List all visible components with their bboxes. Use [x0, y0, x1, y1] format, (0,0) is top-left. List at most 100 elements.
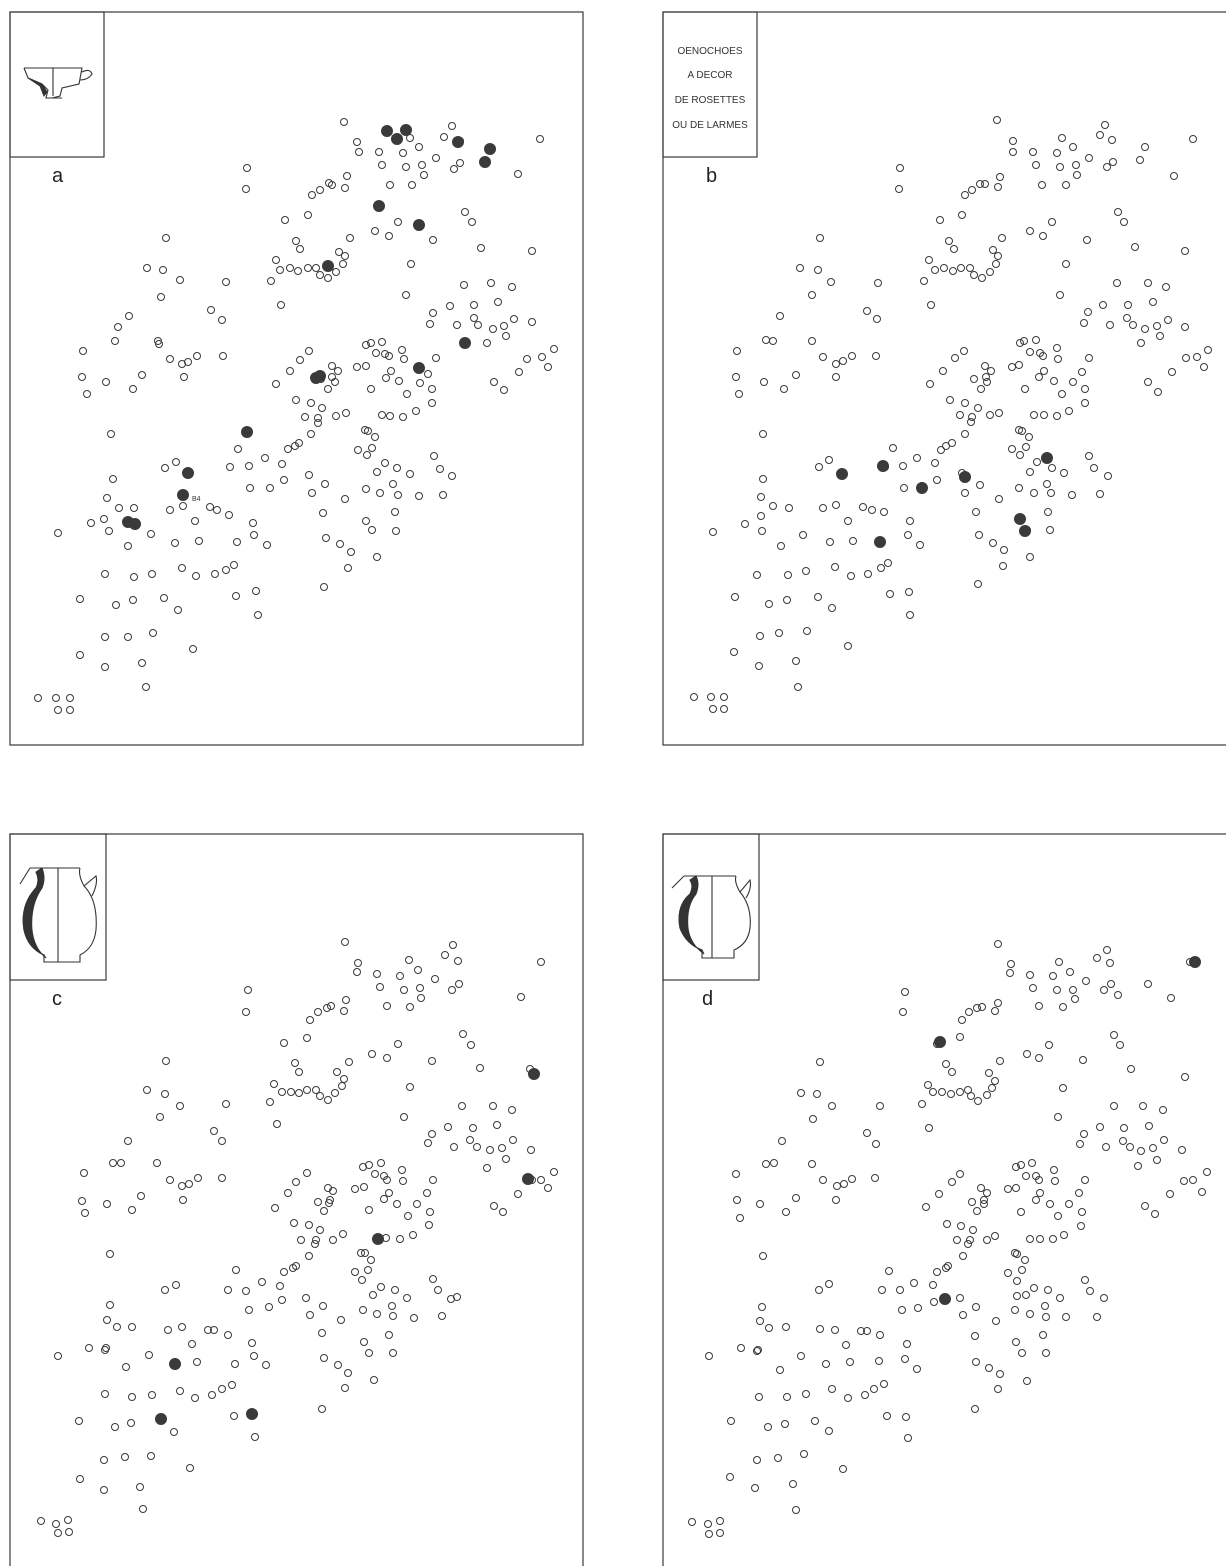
panel-d-open-point	[751, 1484, 759, 1492]
panel-a-open-point	[523, 355, 531, 363]
panel-c-open-point	[242, 1008, 250, 1016]
panel-b-open-point	[1085, 452, 1093, 460]
panel-a-open-point	[54, 706, 62, 714]
panel-d-open-point	[899, 1008, 907, 1016]
panel-b-open-point	[936, 216, 944, 224]
panel-a-open-point	[394, 218, 402, 226]
panel-d-open-point	[1004, 1269, 1012, 1277]
panel-b-open-point	[690, 693, 698, 701]
panel-b-open-point	[1101, 121, 1109, 129]
panel-d-letter: d	[702, 988, 713, 1010]
panel-d-legend-box	[662, 833, 760, 981]
panel-a-open-point	[324, 385, 332, 393]
panel-c-open-point	[250, 1352, 258, 1360]
panel-d-open-point	[965, 1008, 973, 1016]
panel-d-open-point	[727, 1417, 735, 1425]
panel-b-open-point	[825, 456, 833, 464]
panel-d-open-point	[733, 1196, 741, 1204]
panel-a-open-point	[391, 508, 399, 516]
panel-a-filled-point	[413, 362, 425, 374]
panel-c-open-point	[143, 1086, 151, 1094]
panel-d-open-point	[1018, 1266, 1026, 1274]
panel-c-open-point	[320, 1354, 328, 1362]
panel-d-open-point	[985, 1364, 993, 1372]
panel-c-open-point	[303, 1034, 311, 1042]
panel-a-filled-point	[373, 200, 385, 212]
panel-b-open-point	[1200, 363, 1208, 371]
panel-a-open-point	[189, 645, 197, 653]
panel-c-open-point	[454, 957, 462, 965]
panel-d-open-point	[776, 1366, 784, 1374]
panel-b-open-point	[1029, 148, 1037, 156]
panel-a-open-point	[206, 503, 214, 511]
panel-d-open-point	[1042, 1349, 1050, 1357]
panel-b-open-point	[872, 352, 880, 360]
panel-b-open-point	[864, 570, 872, 578]
panel-a-open-point	[178, 564, 186, 572]
panel-c-open-point	[278, 1296, 286, 1304]
panel-a-open-point	[76, 651, 84, 659]
panel-d-open-point	[964, 1240, 972, 1248]
panel-b-open-point	[904, 531, 912, 539]
panel-b-open-point	[1062, 260, 1070, 268]
panel-b-open-point	[780, 385, 788, 393]
panel-c-open-point	[148, 1391, 156, 1399]
panel-a-open-point	[415, 492, 423, 500]
panel-c-open-point	[224, 1331, 232, 1339]
panel-b-open-point	[961, 430, 969, 438]
panel-a-open-point	[147, 530, 155, 538]
panel-b-open-point	[937, 446, 945, 454]
panel-d-open-point	[816, 1058, 824, 1066]
panel-c-open-point	[377, 1283, 385, 1291]
panel-a-open-point	[83, 390, 91, 398]
panel-c-open-point	[266, 1098, 274, 1106]
panel-b-open-point	[1058, 134, 1066, 142]
panel-d-open-point	[1023, 1050, 1031, 1058]
panel-d-open-point	[1178, 1146, 1186, 1154]
panel-c-open-point	[434, 1286, 442, 1294]
panel-a-open-point	[354, 446, 362, 454]
panel-a-open-point	[335, 248, 343, 256]
panel-a-open-point	[448, 122, 456, 130]
panel-d-open-point	[1079, 1056, 1087, 1064]
panel-d-open-point	[871, 1174, 879, 1182]
panel-a-open-point	[52, 694, 60, 702]
panel-d-open-point	[1049, 972, 1057, 980]
panel-c-open-point	[188, 1340, 196, 1348]
panel-c-open-point	[78, 1197, 86, 1205]
panel-c-open-point	[128, 1206, 136, 1214]
panel-b-open-point	[720, 705, 728, 713]
panel-b-open-point	[1113, 279, 1121, 287]
panel-c-open-point	[377, 1159, 385, 1167]
panel-a-open-point	[281, 216, 289, 224]
panel-d-open-point	[1049, 1235, 1057, 1243]
panel-d-open-point	[1075, 1189, 1083, 1197]
panel-b-open-point	[931, 266, 939, 274]
panel-b-open-point	[784, 571, 792, 579]
panel-b-legend-line-3: DE ROSETTES	[675, 95, 746, 106]
panel-a-open-point	[101, 633, 109, 641]
panel-b-open-point	[762, 336, 770, 344]
panel-b-open-point	[1168, 368, 1176, 376]
panel-d-open-point	[878, 1286, 886, 1294]
panel-d-open-point	[913, 1365, 921, 1373]
panel-a-filled-point	[413, 219, 425, 231]
panel-b-open-point	[989, 539, 997, 547]
panel-d-open-point	[991, 1007, 999, 1015]
panel-d-open-point	[1022, 1172, 1030, 1180]
panel-c-filled-point	[155, 1413, 167, 1425]
panel-b-open-point	[839, 357, 847, 365]
panel-b-open-point	[905, 588, 913, 596]
panel-a-open-point	[109, 475, 117, 483]
panel-d-open-point	[935, 1190, 943, 1198]
panel-d-open-point	[863, 1327, 871, 1335]
panel-c-open-point	[312, 1236, 320, 1244]
panel-c-open-point	[338, 1082, 346, 1090]
panel-c-open-point	[297, 1236, 305, 1244]
panel-a-open-point	[211, 570, 219, 578]
panel-d-open-point	[774, 1454, 782, 1462]
panel-d-open-point	[1018, 1349, 1026, 1357]
panel-a-open-point	[138, 371, 146, 379]
panel-a-open-point	[107, 430, 115, 438]
panel-b-open-point	[994, 183, 1002, 191]
